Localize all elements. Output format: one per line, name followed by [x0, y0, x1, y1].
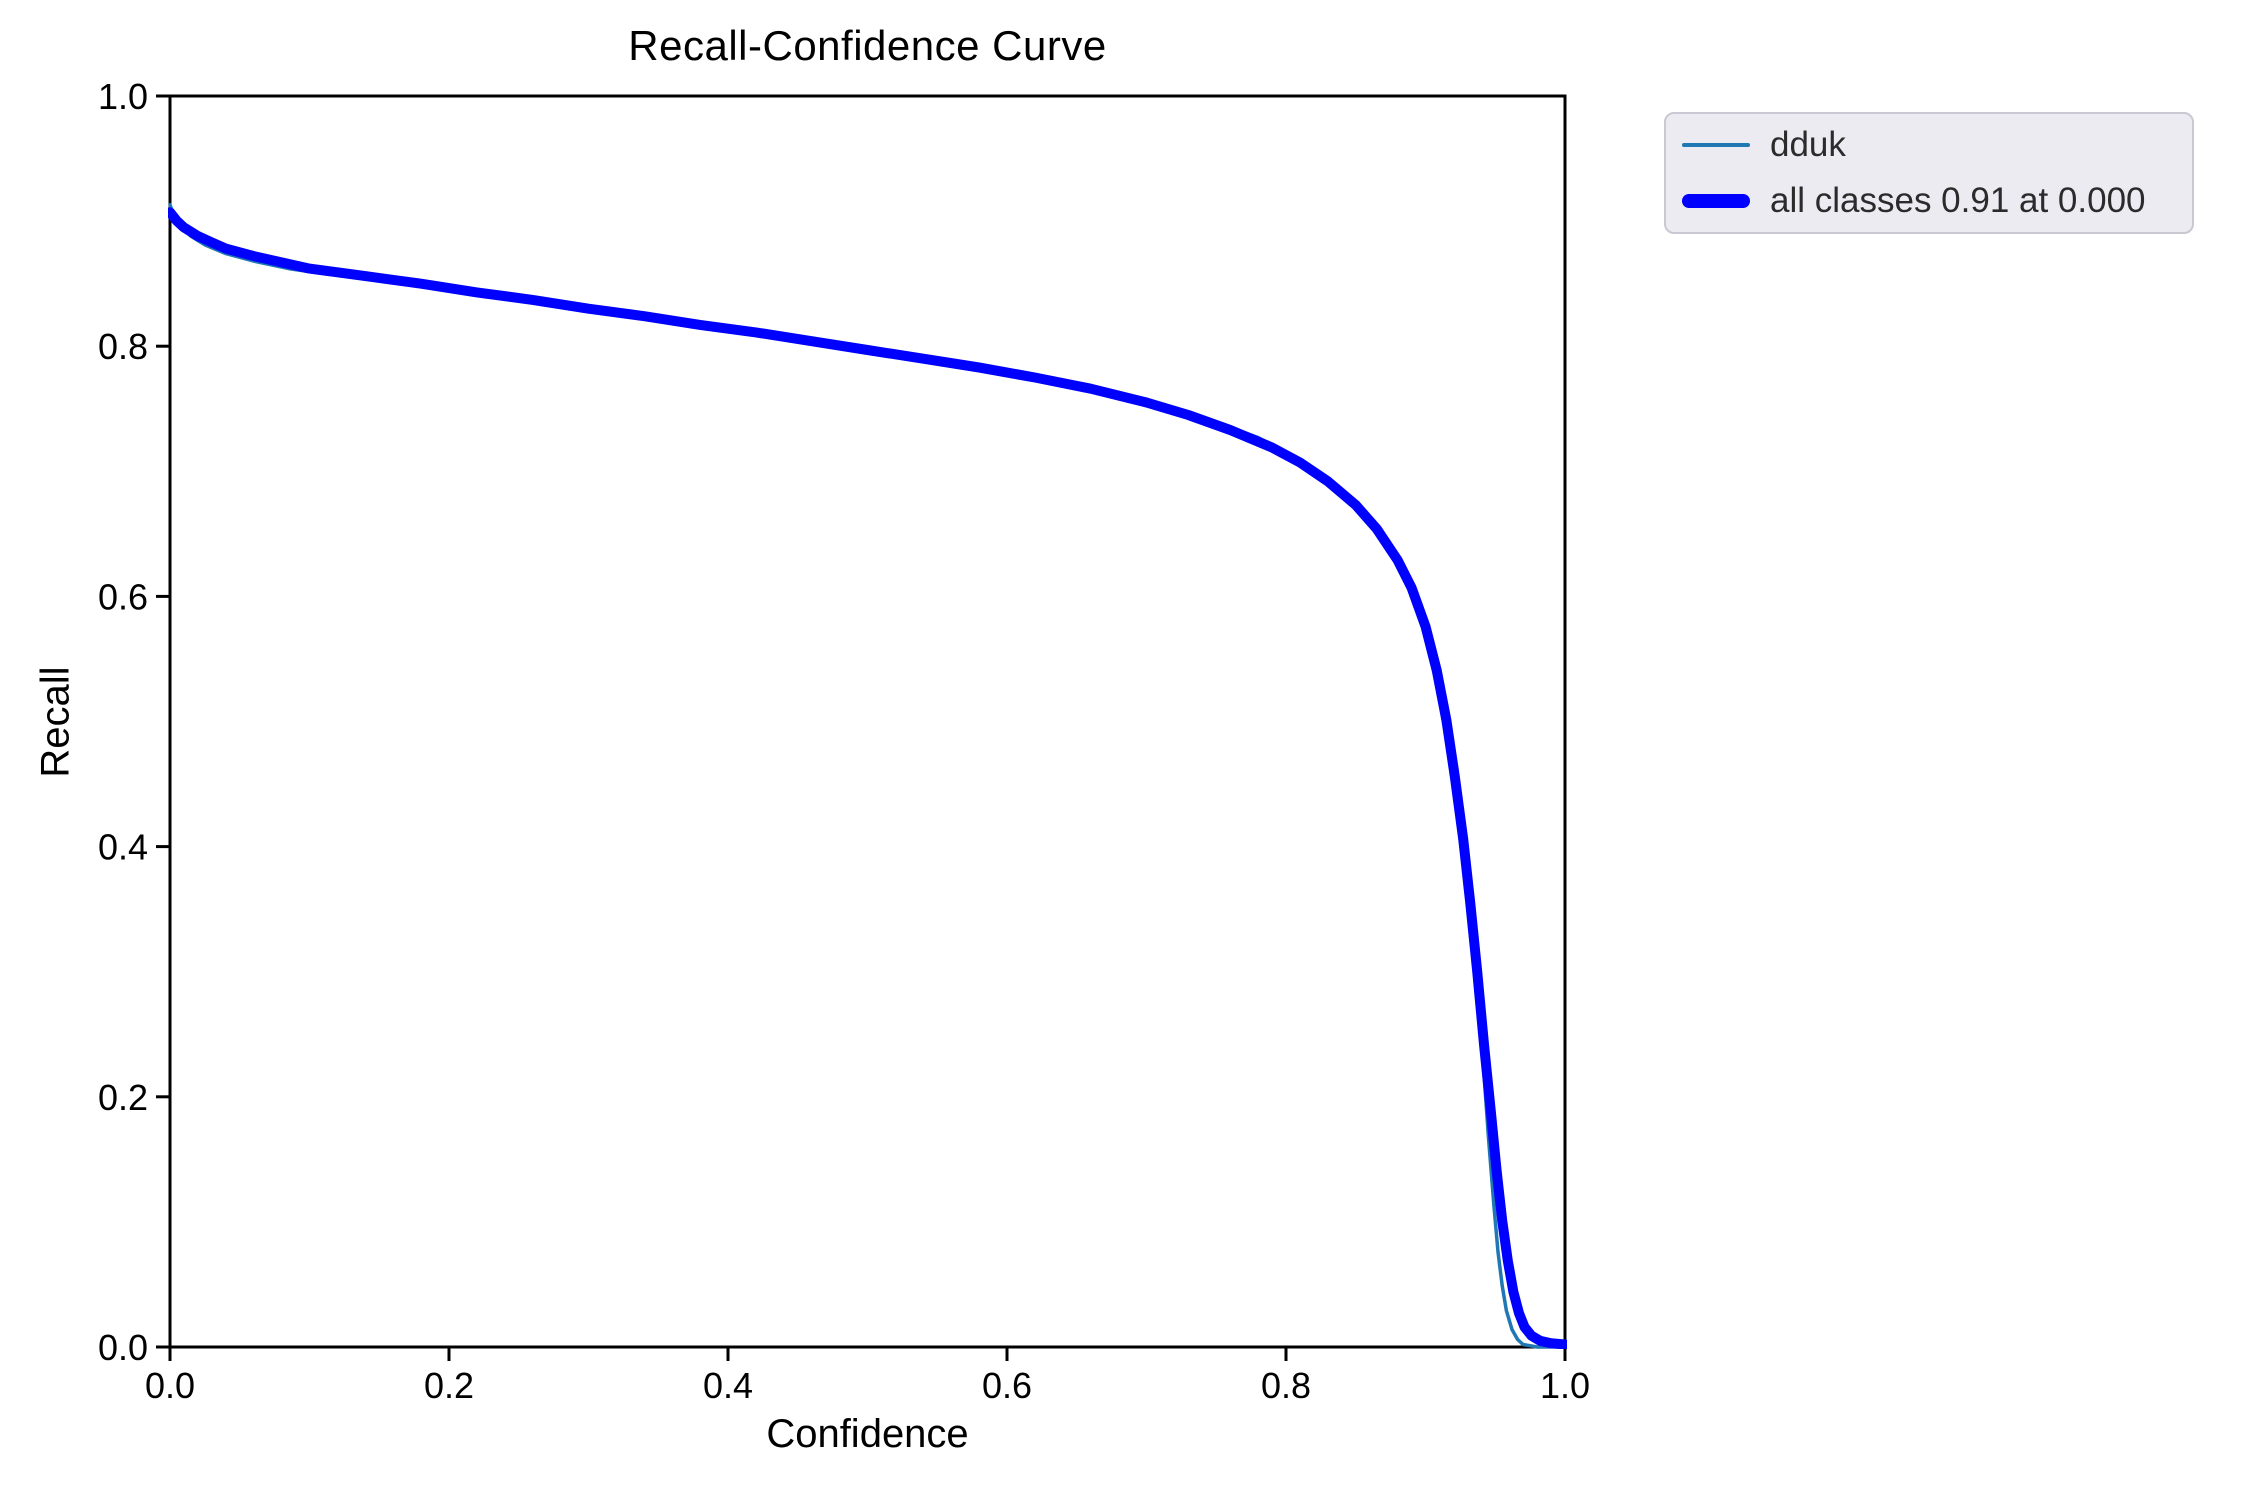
legend-label-all-classes: all classes 0.91 at 0.000 [1770, 181, 2146, 220]
legend-item-all-classes: all classes 0.91 at 0.000 [1682, 181, 2176, 221]
x-axis-ticks: 0.0 0.2 0.4 0.6 0.8 1.0 [145, 1347, 1590, 1406]
x-tick-label: 0.8 [1261, 1365, 1311, 1406]
recall-curve-all-classes [168, 207, 1567, 1349]
y-tick-label: 0.6 [98, 576, 148, 617]
legend: dduk all classes 0.91 at 0.000 [1664, 112, 2194, 234]
x-tick-label: 0.4 [703, 1365, 753, 1406]
y-tick-label: 0.8 [98, 326, 148, 367]
y-axis-label: Recall [33, 666, 78, 778]
y-tick-label: 0.2 [98, 1077, 148, 1118]
legend-item-dduk: dduk [1682, 125, 2176, 165]
legend-line-swatch-dduk [1682, 143, 1750, 147]
y-tick-label: 1.0 [98, 76, 148, 117]
legend-label-dduk: dduk [1770, 125, 1846, 164]
plot-border [168, 94, 1567, 1349]
x-tick-label: 1.0 [1540, 1365, 1590, 1406]
x-tick-label: 0.0 [145, 1365, 195, 1406]
x-tick-label: 0.2 [424, 1365, 474, 1406]
legend-line-swatch-all-classes [1682, 194, 1750, 208]
recall-curve-dduk [168, 203, 1567, 1349]
y-tick-label: 0.0 [98, 1327, 148, 1368]
y-axis-ticks: 0.0 0.2 0.4 0.6 0.8 1.0 [98, 76, 170, 1368]
x-axis-label: Confidence [766, 1412, 969, 1456]
x-tick-label: 0.6 [982, 1365, 1032, 1406]
series-lines [168, 203, 1567, 1349]
y-tick-label: 0.4 [98, 827, 148, 868]
chart-title: Recall-Confidence Curve [628, 22, 1107, 69]
